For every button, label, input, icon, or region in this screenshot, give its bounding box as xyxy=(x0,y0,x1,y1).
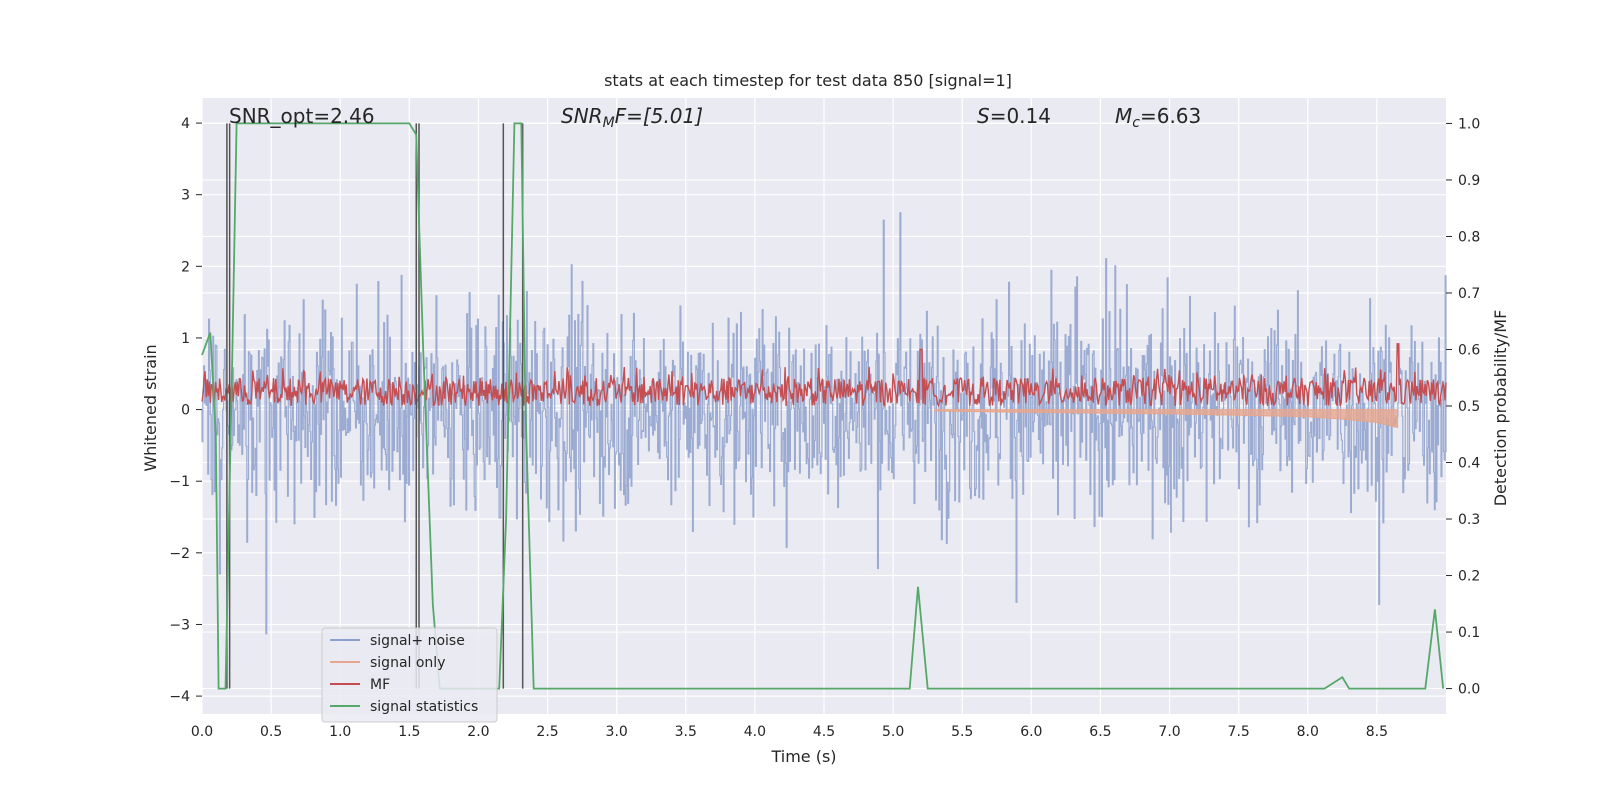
series-mf xyxy=(201,343,1447,408)
x-tick-label: 2.0 xyxy=(467,724,489,740)
x-tick-label: 3.0 xyxy=(606,724,628,740)
y-tick-label: 0 xyxy=(181,403,190,419)
y-tick-label: 4 xyxy=(181,116,190,132)
y2-tick-label: 0.5 xyxy=(1458,399,1480,415)
chart-title: stats at each timestep for test data 850… xyxy=(604,71,1012,90)
x-tick-label: 7.5 xyxy=(1228,724,1250,740)
x-tick-label: 8.0 xyxy=(1297,724,1319,740)
x-tick-label: 1.0 xyxy=(329,724,351,740)
series-signal-noise xyxy=(201,212,1447,635)
x-tick-label: 5.0 xyxy=(882,724,904,740)
y-tick-label: −4 xyxy=(169,689,190,705)
x-tick-label: 2.5 xyxy=(536,724,558,740)
y2-tick-label: 0.8 xyxy=(1458,229,1480,245)
legend-label-mf: MF xyxy=(370,677,390,693)
annotation-snr-mf-sub: M xyxy=(603,115,615,131)
annotation-mc-rest: =6.63 xyxy=(1140,104,1201,128)
plot-series xyxy=(201,122,1447,690)
annotation-mc-sub: c xyxy=(1132,115,1140,131)
x-tick-label: 4.0 xyxy=(744,724,766,740)
annotation-mc: Mc=6.63 xyxy=(1115,104,1201,131)
annotation-snr-mf: SNRMF=[5.01] xyxy=(561,104,703,131)
y2-tick-label: 0.2 xyxy=(1458,569,1480,585)
y2-tick-label: 0.4 xyxy=(1458,456,1480,472)
annotation-snr-opt: SNR_opt=2.46 xyxy=(229,104,375,128)
annotation-snr-mf-base: SNR xyxy=(561,104,603,128)
x-tick-label: 1.5 xyxy=(398,724,420,740)
axes: 0.0 0.5 1.0 1.5 2.0 2.5 3.0 3.5 4.0 4.5 5.0 5.5 6.0 6… xyxy=(169,116,1480,740)
series-signal-only xyxy=(934,409,1399,429)
x-tick-label: 6.5 xyxy=(1089,724,1111,740)
series-signal-statistics xyxy=(201,122,1445,690)
x-tick-label: 7.0 xyxy=(1158,724,1180,740)
y2-tick-label: 1.0 xyxy=(1458,116,1480,132)
x-tick-label: 8.5 xyxy=(1366,724,1388,740)
annotation-mc-var: M xyxy=(1115,104,1132,128)
y-tick-label: −3 xyxy=(169,617,190,633)
legend-box xyxy=(321,627,498,723)
x-tick-label: 0.0 xyxy=(191,724,213,740)
annotation-s-rest: =0.14 xyxy=(990,104,1051,128)
x-axis-label: Time (s) xyxy=(770,747,836,766)
y-tick-label: 2 xyxy=(181,259,190,275)
annotations: SNR_opt=2.46 SNRMF=[5.01] S=0.14 Mc=6.63 xyxy=(229,104,1201,131)
y2-tick-label: 0.3 xyxy=(1458,512,1480,528)
annotation-s: S=0.14 xyxy=(977,104,1051,128)
x-tick-label: 3.5 xyxy=(675,724,697,740)
y-tick-label: 1 xyxy=(181,331,190,347)
legend: signal+ noise signal only MF signal stat… xyxy=(321,627,498,723)
y2-tick-label: 0.1 xyxy=(1458,625,1480,641)
y-tick-label: −1 xyxy=(169,474,190,490)
y2-axis-label: Detection probability/MF xyxy=(1491,310,1510,507)
x-tick-label: 5.5 xyxy=(951,724,973,740)
y-axis-label: Whitened strain xyxy=(141,344,160,471)
legend-label-signal-only: signal only xyxy=(370,655,445,671)
y2-tick-label: 0.7 xyxy=(1458,286,1480,302)
y-tick-label: 3 xyxy=(181,188,190,204)
annotation-s-var: S xyxy=(977,104,990,128)
legend-label-signal-statistics: signal statistics xyxy=(370,699,478,715)
legend-label-signal-noise: signal+ noise xyxy=(370,633,465,649)
x-tick-label: 0.5 xyxy=(260,724,282,740)
x-tick-label: 4.5 xyxy=(813,724,835,740)
y2-tick-label: 0.6 xyxy=(1458,342,1480,358)
x-tick-label: 6.0 xyxy=(1020,724,1042,740)
annotation-snr-mf-rest: F=[5.01] xyxy=(615,104,703,128)
y-tick-label: −2 xyxy=(169,546,190,562)
y2-tick-label: 0.9 xyxy=(1458,173,1480,189)
y2-tick-label: 0.0 xyxy=(1458,682,1480,698)
